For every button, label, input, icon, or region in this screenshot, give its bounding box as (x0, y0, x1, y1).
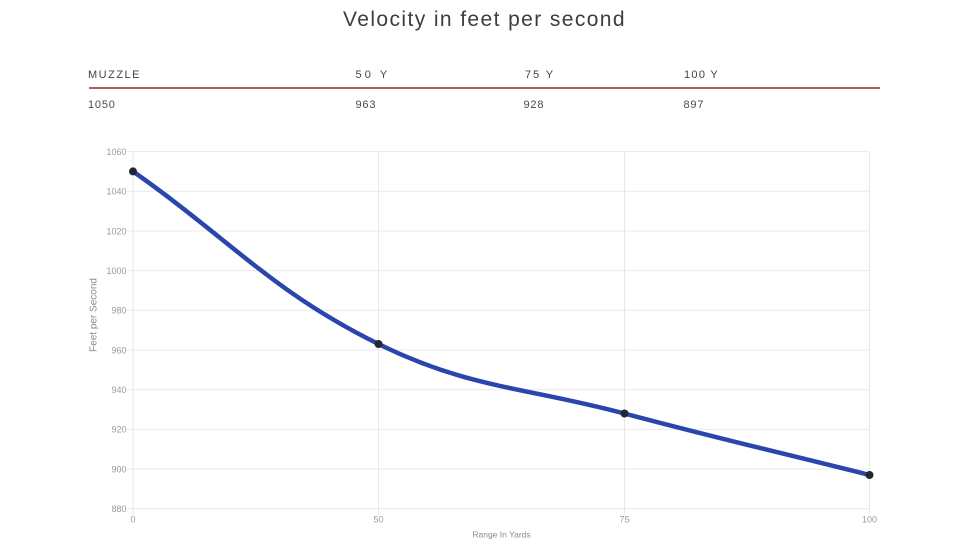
svg-text:940: 940 (111, 385, 126, 395)
svg-text:900: 900 (111, 464, 126, 474)
svg-text:100: 100 (862, 514, 877, 524)
svg-text:Range In Yards: Range In Yards (472, 529, 530, 539)
svg-text:1060: 1060 (106, 147, 126, 157)
svg-text:1000: 1000 (106, 266, 126, 276)
svg-text:50: 50 (373, 514, 383, 524)
svg-text:920: 920 (111, 425, 126, 435)
svg-text:0: 0 (130, 514, 135, 524)
svg-text:75: 75 (619, 514, 629, 524)
svg-text:1020: 1020 (106, 226, 126, 236)
svg-text:Feet per Second: Feet per Second (89, 278, 100, 352)
svg-text:1040: 1040 (106, 187, 126, 197)
svg-text:980: 980 (111, 306, 126, 316)
svg-text:960: 960 (111, 345, 126, 355)
svg-text:880: 880 (111, 504, 126, 514)
